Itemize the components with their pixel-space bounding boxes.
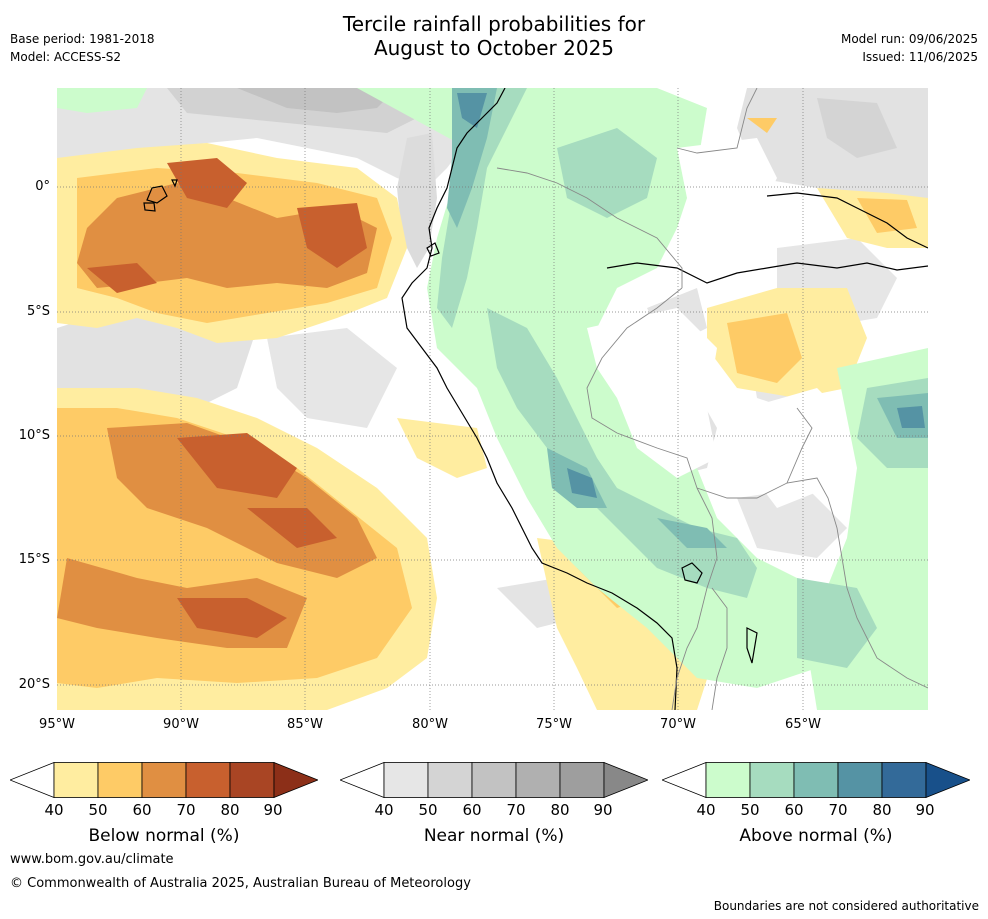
- colorbar-near-normal: [340, 762, 648, 798]
- cb-below-tick-80: 80: [220, 801, 240, 819]
- colorbar-segment: [705, 762, 751, 798]
- copyright-text: © Commonwealth of Australia 2025, Austra…: [10, 876, 471, 891]
- model-name: Model: ACCESS-S2: [10, 50, 122, 64]
- title-line-2: August to October 2025: [373, 36, 615, 60]
- colorbar-segment: [471, 762, 517, 798]
- colorbar-segment: [427, 762, 473, 798]
- cb-above-tick-90: 90: [915, 801, 935, 819]
- cb-above-tick-70: 70: [828, 801, 848, 819]
- meta-right: Model run: 09/06/2025 Issued: 11/06/2025: [841, 30, 978, 66]
- lat-label-20s: 20°S: [18, 677, 50, 692]
- colorbar-extend-high: [273, 762, 318, 798]
- base-period: Base period: 1981-2018: [10, 32, 155, 46]
- colorbar-segment: [749, 762, 795, 798]
- cb-near-title: Near normal (%): [423, 826, 565, 846]
- below-normal-areas: [57, 118, 928, 710]
- cb-near-tick-40: 40: [374, 801, 394, 819]
- colorbar-segment: [793, 762, 839, 798]
- colorbar-segment: [559, 762, 605, 798]
- lon-label-70w: 70°W: [660, 717, 696, 732]
- colorbar-segment: [881, 762, 927, 798]
- colorbar-segment: [185, 762, 231, 798]
- lon-label-90w: 90°W: [163, 717, 199, 732]
- issued-date: Issued: 11/06/2025: [862, 50, 978, 64]
- cb-below-tick-40: 40: [44, 801, 64, 819]
- no-dominant-tercile: [587, 138, 847, 508]
- colorbar-extend-high: [925, 762, 970, 798]
- colorbar-segment: [229, 762, 275, 798]
- meta-left: Base period: 1981-2018 Model: ACCESS-S2: [10, 30, 155, 66]
- cb-near-tick-60: 60: [462, 801, 482, 819]
- colorbar-above-normal: [662, 762, 970, 798]
- cb-above-tick-40: 40: [696, 801, 716, 819]
- cb-near-tick-80: 80: [550, 801, 570, 819]
- cb-above-tick-60: 60: [784, 801, 804, 819]
- lon-label-95w: 95°W: [39, 717, 75, 732]
- colorbar-segment: [53, 762, 99, 798]
- lon-label-65w: 65°W: [785, 717, 821, 732]
- colorbar-extend-low: [10, 762, 55, 798]
- cb-near-tick-50: 50: [418, 801, 438, 819]
- title-line-1: Tercile rainfall probabilities for: [342, 12, 646, 36]
- cb-near-tick-70: 70: [506, 801, 526, 819]
- lat-label-15s: 15°S: [18, 552, 50, 567]
- chart-title: Tercile rainfall probabilities for Augus…: [0, 12, 988, 60]
- cb-above-title: Above normal (%): [739, 826, 893, 846]
- cb-below-tick-70: 70: [176, 801, 196, 819]
- graticule: [57, 88, 928, 710]
- colorbar-segment: [515, 762, 561, 798]
- colorbar-extend-low: [340, 762, 385, 798]
- lat-label-0: 0°: [35, 179, 50, 194]
- cb-below-tick-50: 50: [88, 801, 108, 819]
- lat-label-10s: 10°S: [18, 428, 50, 443]
- country-borders: [496, 88, 928, 710]
- cb-above-tick-50: 50: [740, 801, 760, 819]
- colorbar-segment: [141, 762, 187, 798]
- map-canvas: [57, 88, 928, 710]
- probability-map: [57, 88, 928, 710]
- coastline: [143, 88, 928, 710]
- model-run: Model run: 09/06/2025: [840, 32, 978, 46]
- lon-label-80w: 80°W: [412, 717, 448, 732]
- cb-below-tick-90: 90: [263, 801, 283, 819]
- cb-below-tick-60: 60: [132, 801, 152, 819]
- lon-label-75w: 75°W: [536, 717, 572, 732]
- website-url: www.bom.gov.au/climate: [10, 852, 174, 867]
- colorbar-below-normal: [10, 762, 318, 798]
- lat-label-5s: 5°S: [26, 304, 50, 319]
- colorbar-segment: [383, 762, 429, 798]
- lon-label-85w: 85°W: [287, 717, 323, 732]
- cb-near-tick-90: 90: [593, 801, 613, 819]
- cb-above-tick-80: 80: [872, 801, 892, 819]
- disclaimer-text: Boundaries are not considered authoritat…: [713, 899, 979, 913]
- colorbar-segment: [97, 762, 143, 798]
- colorbar-extend-low: [662, 762, 707, 798]
- colorbar-segment: [837, 762, 883, 798]
- cb-below-title: Below normal (%): [88, 826, 240, 846]
- colorbar-extend-high: [603, 762, 648, 798]
